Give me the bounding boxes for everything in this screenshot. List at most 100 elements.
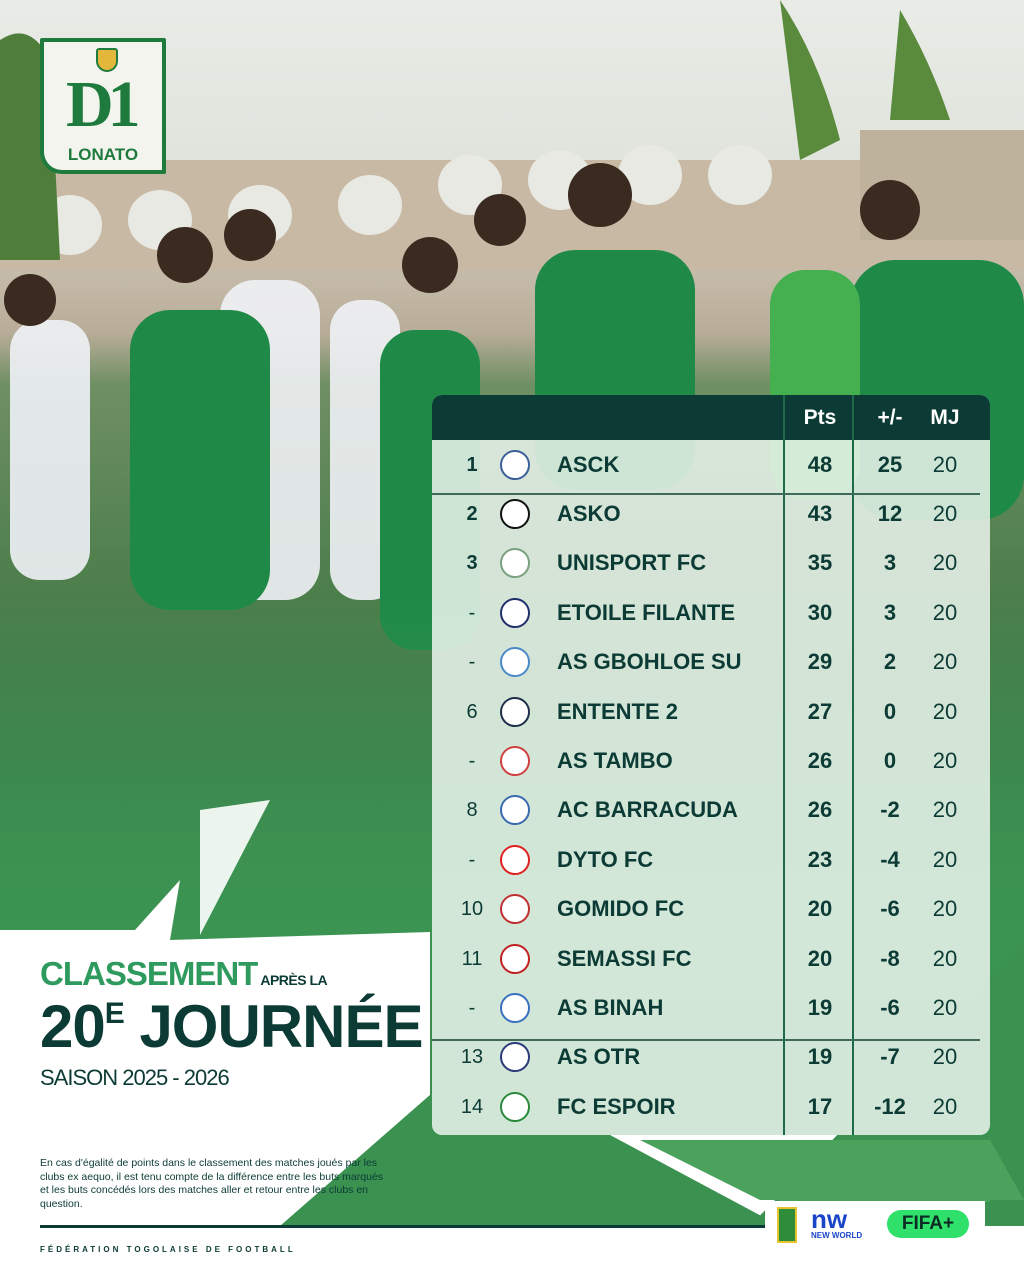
new-world-logo: nw NEW WORLD	[811, 1204, 863, 1240]
column-divider	[783, 395, 785, 1135]
points: 43	[807, 501, 833, 527]
table-row: - DYTO FC 23 -4 20	[432, 835, 990, 884]
points: 20	[807, 896, 833, 922]
points: 27	[807, 698, 833, 724]
team-name: GOMIDO FC	[557, 896, 685, 922]
rank: 10	[460, 898, 484, 921]
federation-crest-icon	[96, 48, 118, 72]
rank: -	[468, 750, 476, 773]
header-matches-played: MJ	[930, 406, 960, 429]
rank: 6	[466, 700, 478, 723]
team-name: SEMASSI FC	[557, 945, 692, 971]
team-name: ASKO	[557, 501, 621, 527]
title-line1: CLASSEMENT	[40, 955, 258, 992]
season-label: SAISON 2025 - 2026	[40, 1065, 230, 1090]
rank: 3	[466, 552, 478, 575]
points: 30	[807, 599, 833, 625]
points: 26	[807, 748, 833, 774]
team-logo-icon	[500, 548, 530, 579]
title-sup: E	[104, 997, 125, 1030]
header-goal-difference: +/-	[877, 406, 903, 429]
title-number: 20	[40, 993, 106, 1060]
rank: 13	[460, 1046, 484, 1069]
header-pts: Pts	[803, 406, 837, 429]
team-name: AS BINAH	[557, 995, 664, 1021]
logo-sub-text: LONATO	[67, 145, 139, 164]
goal-difference: 3	[883, 550, 897, 576]
points: 19	[807, 995, 833, 1021]
title-journee: 20E JOURNÉE	[40, 993, 424, 1060]
team-name: ASCK	[557, 451, 620, 477]
table-row: 1 ASCK 48 25 20	[432, 440, 990, 489]
table-row: - ETOILE FILANTE 30 3 20	[432, 588, 990, 637]
matches-played: 20	[932, 995, 958, 1021]
team-logo-icon	[500, 993, 530, 1024]
row-separator	[432, 493, 980, 495]
nw-sub-text: NEW WORLD	[811, 1231, 863, 1240]
goal-difference: -2	[880, 797, 900, 823]
ftf-crest-icon	[777, 1207, 797, 1243]
matches-played: 20	[932, 748, 958, 774]
table-row: 6 ENTENTE 2 27 0 20	[432, 687, 990, 736]
team-logo-icon	[500, 449, 530, 480]
goal-difference: 0	[883, 698, 897, 724]
row-separator	[432, 1039, 980, 1041]
points: 48	[807, 451, 833, 477]
matches-played: 20	[932, 896, 958, 922]
matches-played: 20	[932, 1093, 958, 1119]
points: 17	[807, 1093, 833, 1119]
d1-lonato-logo: D1 LONATO	[40, 38, 166, 174]
tiebreak-note: En cas d'égalité de points dans le class…	[40, 1157, 384, 1210]
matches-played: 20	[932, 501, 958, 527]
goal-difference: -12	[874, 1093, 906, 1119]
sponsors-bar: nw NEW WORLD FIFA+	[765, 1201, 985, 1247]
title-classement: CLASSEMENT APRÈS LA	[40, 955, 328, 992]
goal-difference: -8	[880, 945, 900, 971]
team-logo-icon	[500, 499, 530, 530]
table-row: - AS GBOHLOE SU 29 2 20	[432, 638, 990, 687]
points: 19	[807, 1044, 833, 1070]
goal-difference: 3	[883, 599, 897, 625]
table-row: 13 AS OTR 19 -7 20	[432, 1033, 990, 1082]
matches-played: 20	[932, 797, 958, 823]
team-name: AS TAMBO	[557, 748, 673, 774]
team-name: DYTO FC	[557, 846, 654, 872]
table-row: 14 FC ESPOIR 17 -12 20	[432, 1082, 990, 1131]
rank: -	[468, 601, 476, 624]
rank: 11	[461, 947, 483, 970]
team-logo-icon	[500, 844, 530, 875]
team-name: ETOILE FILANTE	[557, 599, 736, 625]
points: 35	[807, 550, 833, 576]
table-row: 10 GOMIDO FC 20 -6 20	[432, 885, 990, 934]
table-row: 3 UNISPORT FC 35 3 20	[432, 539, 990, 588]
matches-played: 20	[932, 451, 958, 477]
title-line2: JOURNÉE	[139, 993, 423, 1060]
rank: -	[468, 651, 476, 674]
table-row: - AS TAMBO 26 0 20	[432, 736, 990, 785]
team-name: AS OTR	[557, 1044, 641, 1070]
points: 26	[807, 797, 833, 823]
matches-played: 20	[932, 550, 958, 576]
matches-played: 20	[932, 1044, 958, 1070]
goal-difference: 0	[883, 748, 897, 774]
rank: 8	[466, 799, 478, 822]
goal-difference: 2	[883, 649, 897, 675]
rank: 1	[466, 453, 478, 476]
team-logo-icon	[500, 1042, 530, 1073]
points: 20	[807, 945, 833, 971]
team-logo-icon	[500, 1091, 530, 1122]
table-header: Pts +/- MJ	[432, 395, 990, 440]
goal-difference: -4	[880, 846, 900, 872]
team-name: AC BARRACUDA	[557, 797, 738, 823]
goal-difference: -6	[880, 995, 900, 1021]
team-logo-icon	[500, 894, 530, 925]
team-logo-icon	[500, 746, 530, 777]
table-row: 8 AC BARRACUDA 26 -2 20	[432, 786, 990, 835]
team-logo-icon	[500, 647, 530, 678]
rank: 14	[460, 1095, 484, 1118]
nw-text: nw	[811, 1204, 848, 1234]
goal-difference: 25	[877, 451, 903, 477]
title-line1-small: APRÈS LA	[260, 972, 328, 988]
team-name: UNISPORT FC	[557, 550, 707, 576]
footer-divider	[40, 1225, 780, 1228]
